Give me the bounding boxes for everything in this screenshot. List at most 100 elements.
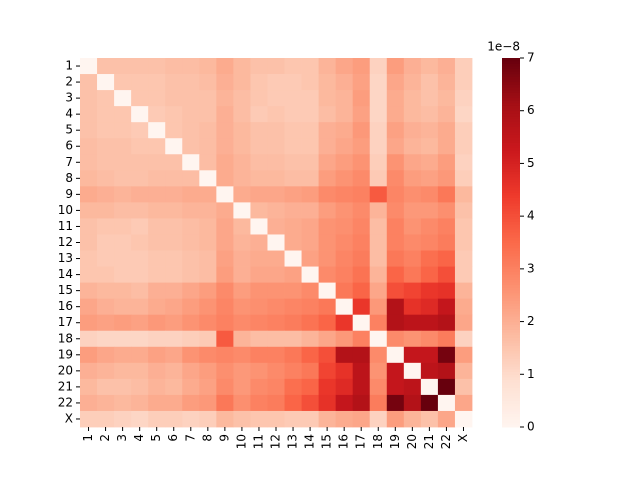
heatmap-cell xyxy=(318,106,337,123)
heatmap-cell xyxy=(131,314,149,332)
heatmap-cell xyxy=(386,378,405,396)
heatmap-cell xyxy=(437,106,456,123)
heatmap-cell xyxy=(250,138,268,155)
heatmap-cell xyxy=(80,138,98,155)
y-tick-label: 3 xyxy=(65,91,73,105)
heatmap-cell xyxy=(454,202,473,219)
colorbar-segment xyxy=(502,231,520,236)
heatmap-cell xyxy=(403,330,422,348)
heatmap-cell xyxy=(216,298,234,316)
colorbar-segment xyxy=(502,279,520,283)
heatmap-cell xyxy=(165,154,183,171)
heatmap-cell xyxy=(352,282,371,300)
colorbar-segment xyxy=(502,347,520,352)
heatmap-cell xyxy=(403,378,422,396)
heatmap-cell xyxy=(301,58,320,75)
colorbar-segment xyxy=(502,366,520,370)
y-tick-label: 7 xyxy=(65,155,73,169)
colorbar-segment xyxy=(502,115,520,120)
heatmap-cell xyxy=(386,218,405,235)
heatmap-cell xyxy=(420,170,439,187)
heatmap-cell xyxy=(386,362,405,380)
y-tick-label: 15 xyxy=(58,283,73,297)
heatmap-cell xyxy=(216,250,234,267)
heatmap-cell xyxy=(250,394,268,412)
heatmap-cell xyxy=(369,202,388,219)
heatmap-cell xyxy=(437,394,456,412)
heatmap-cell xyxy=(318,202,337,219)
heatmap-cell xyxy=(454,378,473,396)
heatmap-cell xyxy=(318,282,337,300)
heatmap-cell xyxy=(454,74,473,91)
heatmap-cell xyxy=(284,410,302,428)
colorbar-segment xyxy=(502,218,520,222)
heatmap-cell xyxy=(216,202,234,219)
heatmap-cell xyxy=(335,90,354,107)
heatmap-cell xyxy=(250,266,268,284)
colorbar-segment xyxy=(502,421,520,425)
heatmap-cell xyxy=(97,58,115,75)
colorbar-segment xyxy=(502,369,520,373)
heatmap-cell xyxy=(386,346,405,364)
heatmap-cell xyxy=(437,58,456,75)
heatmap-cell xyxy=(301,138,320,155)
colorbar-segment xyxy=(502,200,520,204)
colorbar-tick-label: 7 xyxy=(527,51,535,65)
heatmap-cell xyxy=(284,362,302,380)
heatmap-cell xyxy=(352,298,371,316)
heatmap-cell xyxy=(267,234,285,251)
y-tick-label: 12 xyxy=(58,235,73,249)
heatmap-cell xyxy=(284,138,302,155)
heatmap-cell xyxy=(165,186,183,203)
heatmap-cell xyxy=(352,266,371,284)
heatmap-cell xyxy=(233,410,251,428)
heatmap-cell xyxy=(80,266,98,284)
colorbar-segment xyxy=(502,68,520,72)
colorbar-segment xyxy=(502,139,520,143)
heatmap-cell xyxy=(352,378,371,396)
heatmap-cell xyxy=(114,362,132,380)
heatmap-cell xyxy=(216,122,234,139)
heatmap-cell xyxy=(97,186,115,203)
colorbar-segment xyxy=(502,266,520,270)
heatmap-cell xyxy=(182,378,200,396)
colorbar-segment xyxy=(502,81,520,85)
heatmap-cell xyxy=(131,250,149,267)
heatmap-cell xyxy=(182,186,200,203)
heatmap-cell xyxy=(403,90,422,107)
heatmap-cell xyxy=(386,122,405,139)
colorbar-segment xyxy=(502,395,520,399)
colorbar-segment xyxy=(502,361,520,365)
heatmap-cell xyxy=(250,170,268,187)
heatmap-cell xyxy=(301,154,320,171)
heatmap-cell xyxy=(284,330,302,348)
heatmap-cell xyxy=(216,234,234,251)
colorbar-segment xyxy=(502,173,520,178)
heatmap-cell xyxy=(216,314,234,332)
heatmap-cell xyxy=(165,218,183,235)
heatmap-cell xyxy=(420,74,439,91)
heatmap-cell xyxy=(148,394,166,412)
heatmap-cell xyxy=(403,346,422,364)
heatmap-cell xyxy=(352,410,371,428)
heatmap-cell xyxy=(250,362,268,380)
heatmap-cell xyxy=(233,202,251,219)
heatmap-cell xyxy=(216,74,234,91)
heatmap-cell xyxy=(318,122,337,139)
heatmap-cell xyxy=(301,346,320,364)
heatmap-cell xyxy=(199,410,217,428)
heatmap-cell xyxy=(97,90,115,107)
heatmap-cell xyxy=(182,170,200,187)
x-tick-label: 17 xyxy=(354,434,368,449)
heatmap-cell xyxy=(267,250,285,267)
heatmap-cell xyxy=(403,58,422,75)
heatmap-cell xyxy=(335,330,354,348)
heatmap-cell xyxy=(131,106,149,123)
colorbar-segment xyxy=(502,97,520,101)
heatmap-cell xyxy=(369,106,388,123)
heatmap-cell xyxy=(454,218,473,235)
heatmap-cell xyxy=(182,202,200,219)
heatmap-cell xyxy=(131,266,149,284)
colorbar-segment xyxy=(502,168,520,172)
heatmap-cell xyxy=(369,314,388,332)
